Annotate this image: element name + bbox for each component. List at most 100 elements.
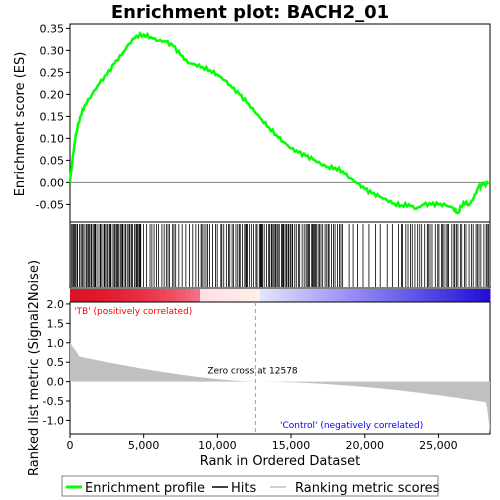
colorbar-segment [310, 289, 316, 303]
metric-tick-label: 0.5 [47, 356, 65, 369]
colorbar-segment [450, 289, 456, 303]
metric-tick-label: -0.5 [43, 395, 64, 408]
x-tick-label: 20,000 [345, 439, 384, 452]
metric-y-label: Ranked list metric (Signal2Noise) [27, 260, 42, 476]
es-tick-label: -0.05 [36, 198, 64, 211]
negative-label: 'Control' (negatively correlated) [280, 421, 423, 431]
colorbar-segment [190, 289, 196, 303]
colorbar-segment [320, 289, 326, 303]
colorbar-segment [470, 289, 476, 303]
colorbar-segment [460, 289, 466, 303]
colorbar-segment [420, 289, 426, 303]
colorbar-segment [235, 289, 241, 303]
colorbar-segment [400, 289, 406, 303]
colorbar-segment [390, 289, 396, 303]
colorbar-segment [165, 289, 171, 303]
colorbar-segment [305, 289, 311, 303]
colorbar-segment [280, 289, 286, 303]
legend-es-label: Enrichment profile [85, 481, 205, 496]
colorbar-segment [330, 289, 336, 303]
colorbar-segment [385, 289, 391, 303]
colorbar-segment [415, 289, 421, 303]
colorbar-segment [405, 289, 411, 303]
colorbar-segment [455, 289, 461, 303]
es-frame [70, 24, 490, 222]
colorbar-segment [205, 289, 211, 303]
colorbar-segment [115, 289, 121, 303]
colorbar-segment [195, 289, 201, 303]
colorbar-segment [370, 289, 376, 303]
colorbar-segment [85, 289, 91, 303]
colorbar-segment [135, 289, 141, 303]
colorbar-segment [125, 289, 131, 303]
colorbar-segment [425, 289, 431, 303]
es-tick-label: 0.00 [40, 176, 65, 189]
colorbar-segment [360, 289, 366, 303]
colorbar-segment [365, 289, 371, 303]
x-tick-label: 10,000 [198, 439, 237, 452]
colorbar-segment [325, 289, 331, 303]
colorbar-segment [110, 289, 116, 303]
colorbar-segment [95, 289, 101, 303]
colorbar-segment [445, 289, 451, 303]
colorbar-segment [200, 289, 206, 303]
colorbar-segment [185, 289, 191, 303]
ranking-colorbar [70, 289, 491, 303]
metric-tick-label: 2.0 [47, 298, 65, 311]
colorbar-segment [395, 289, 401, 303]
colorbar-segment [290, 289, 296, 303]
colorbar-segment [255, 289, 261, 303]
hits-panel [70, 222, 490, 288]
es-tick-label: 0.30 [40, 44, 65, 57]
colorbar-segment [295, 289, 301, 303]
legend: Enrichment profile Hits Ranking metric s… [62, 476, 440, 496]
colorbar-segment [225, 289, 231, 303]
es-tick-label: 0.20 [40, 88, 65, 101]
colorbar-segment [90, 289, 96, 303]
legend-hits-label: Hits [231, 481, 256, 496]
es-y-label: Enrichment score (ES) [13, 52, 28, 197]
colorbar-segment [430, 289, 436, 303]
metric-panel: Zero cross at 12578 'TB' (positively cor… [43, 298, 490, 434]
colorbar-segment [265, 289, 271, 303]
colorbar-segment [70, 289, 76, 303]
colorbar-segment [170, 289, 176, 303]
es-tick-label: 0.10 [40, 132, 65, 145]
colorbar-segment [75, 289, 81, 303]
colorbar-segment [315, 289, 321, 303]
colorbar-segment [300, 289, 306, 303]
es-tick-label: 0.15 [40, 110, 65, 123]
colorbar-segment [475, 289, 481, 303]
colorbar-segment [410, 289, 416, 303]
metric-tick-label: 1.0 [47, 337, 65, 350]
es-ticks: -0.05 0.00 0.05 0.10 0.15 0.20 0.25 0.30 0.35 [36, 22, 70, 211]
colorbar-segment [155, 289, 161, 303]
colorbar-segment [350, 289, 356, 303]
colorbar-segment [80, 289, 86, 303]
colorbar-segment [285, 289, 291, 303]
x-ticks: 0 5,000 10,000 15,000 20,000 25,000 [67, 434, 458, 452]
colorbar-segment [480, 289, 486, 303]
colorbar-segment [270, 289, 276, 303]
es-panel: -0.05 0.00 0.05 0.10 0.15 0.20 0.25 0.30 0.35 [36, 22, 490, 222]
colorbar-segment [140, 289, 146, 303]
colorbar-segment [250, 289, 256, 303]
metric-tick-label: 1.5 [47, 317, 65, 330]
colorbar-segment [485, 289, 491, 303]
colorbar-segment [180, 289, 186, 303]
colorbar-segment [340, 289, 346, 303]
metric-ticks: -1.0 -0.5 0.0 0.5 1.0 1.5 2.0 [43, 298, 70, 427]
colorbar-segment [130, 289, 136, 303]
colorbar-segment [220, 289, 226, 303]
colorbar-segment [230, 289, 236, 303]
metric-tick-label: -1.0 [43, 414, 64, 427]
colorbar-segment [435, 289, 441, 303]
colorbar-segment [345, 289, 351, 303]
colorbar-segment [210, 289, 216, 303]
positive-label: 'TB' (positively correlated) [74, 307, 192, 317]
colorbar-segment [175, 289, 181, 303]
colorbar-segment [335, 289, 341, 303]
colorbar-segment [240, 289, 246, 303]
x-tick-label: 25,000 [419, 439, 458, 452]
